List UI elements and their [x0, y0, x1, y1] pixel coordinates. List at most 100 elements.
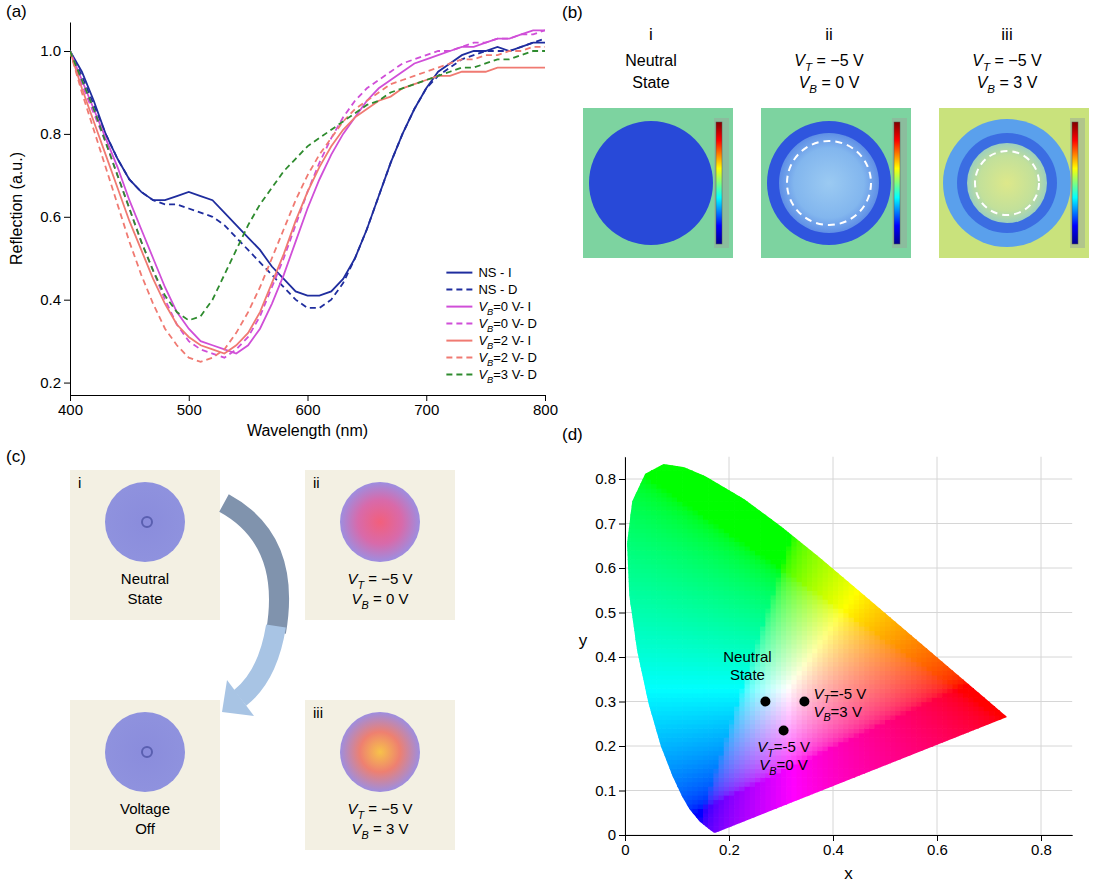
gamut-cell [729, 590, 735, 595]
gamut-cell [661, 648, 667, 653]
gamut-cell [724, 519, 730, 524]
gamut-cell [719, 764, 725, 769]
gamut-cell [661, 684, 667, 689]
gamut-cell [724, 568, 730, 573]
gamut-cell [672, 475, 678, 480]
gamut-cell [734, 702, 740, 707]
gamut-cell [693, 648, 699, 653]
gamut-cell [693, 488, 699, 493]
gamut-cell [630, 537, 636, 542]
gamut-cell [708, 635, 714, 640]
gamut-cell [656, 608, 662, 613]
gamut-cell [630, 679, 636, 684]
gamut-cell [708, 515, 714, 520]
gamut-cell [646, 675, 652, 680]
gamut-cell [677, 791, 683, 796]
gamut-cell [641, 635, 647, 640]
gamut-cell [651, 799, 657, 804]
gamut-cell [646, 457, 652, 462]
gamut-cell [651, 724, 657, 729]
gamut-cell [729, 595, 735, 600]
gamut-cell [698, 581, 704, 586]
gamut-cell [635, 604, 641, 609]
gamut-cell [703, 808, 709, 813]
gamut-cell [698, 737, 704, 742]
gamut-cell [677, 755, 683, 760]
gamut-cell [708, 555, 714, 560]
gamut-cell [724, 577, 730, 582]
gamut-cell [698, 782, 704, 787]
gamut-cell [661, 826, 667, 831]
gamut-cell [708, 590, 714, 595]
gamut-cell [672, 688, 678, 693]
gamut-cell [672, 702, 678, 707]
gamut-cell [667, 702, 673, 707]
gamut-cell [661, 666, 667, 671]
gamut-cell [687, 564, 693, 569]
gamut-cell [651, 733, 657, 738]
gamut-cell [646, 764, 652, 769]
gamut-cell [713, 497, 719, 502]
gamut-cell [687, 613, 693, 618]
gamut-cell [672, 608, 678, 613]
gamut-cell [698, 688, 704, 693]
gamut-cell [682, 492, 688, 497]
gamut-cell [635, 764, 641, 769]
gamut-cell [672, 564, 678, 569]
gamut-cell [693, 461, 699, 466]
gamut-cell [703, 524, 709, 529]
gamut-cell [708, 492, 714, 497]
gamut-cell [703, 653, 709, 658]
gamut-cell [693, 510, 699, 515]
gamut-cell [651, 470, 657, 475]
gamut-cell [687, 581, 693, 586]
gamut-cell [729, 524, 735, 529]
gamut-cell [661, 599, 667, 604]
gamut-cell [677, 635, 683, 640]
gamut-cell [693, 613, 699, 618]
gamut-cell [719, 595, 725, 600]
tick-label: 800 [533, 401, 558, 418]
gamut-cell [630, 564, 636, 569]
gamut-cell [630, 799, 636, 804]
gamut-cell [672, 559, 678, 564]
gamut-cell [630, 466, 636, 471]
tick-label: 600 [295, 401, 320, 418]
gamut-cell [724, 679, 730, 684]
gamut-cell [630, 555, 636, 560]
gamut-cell [661, 755, 667, 760]
gamut-cell [713, 786, 719, 791]
gamut-cell [724, 710, 730, 715]
gamut-cell [651, 581, 657, 586]
gamut-cell [661, 510, 667, 515]
gamut-cell [719, 670, 725, 675]
gamut-cell [713, 581, 719, 586]
gamut-cell [698, 702, 704, 707]
gamut-cell [687, 759, 693, 764]
gamut-cell [661, 688, 667, 693]
gamut-cell [703, 510, 709, 515]
gamut-cell [687, 604, 693, 609]
gamut-cell [724, 613, 730, 618]
gamut-cell [667, 577, 673, 582]
gamut-cell [687, 799, 693, 804]
gamut-cell [713, 822, 719, 827]
gamut-cell [651, 822, 657, 827]
gamut-cell [667, 506, 673, 511]
gamut-cell [651, 808, 657, 813]
gamut-cell [677, 626, 683, 631]
text-run: =3 V- D [493, 367, 537, 382]
gamut-cell [713, 773, 719, 778]
gamut-cell [729, 759, 735, 764]
gamut-cell [682, 528, 688, 533]
gamut-cell [635, 568, 641, 573]
gamut-cell [641, 777, 647, 782]
gamut-cell [677, 466, 683, 471]
text-run: i [78, 474, 81, 491]
gamut-cell [677, 559, 683, 564]
gamut-cell [677, 706, 683, 711]
gamut-cell [693, 604, 699, 609]
gamut-cell [687, 528, 693, 533]
gamut-cell [698, 604, 704, 609]
gamut-cell [635, 621, 641, 626]
